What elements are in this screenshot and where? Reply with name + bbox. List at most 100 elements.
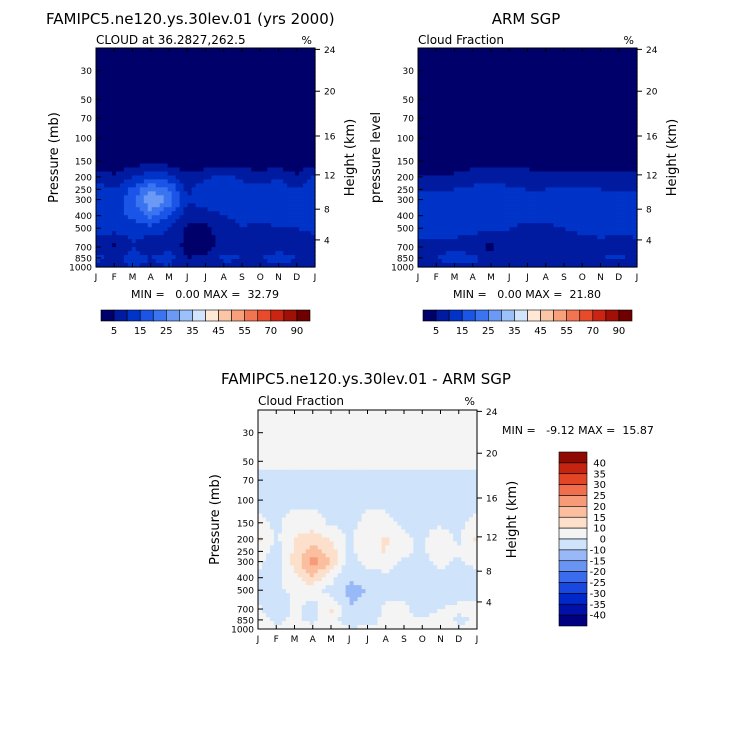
field-cell (163, 159, 169, 165)
field-cell (577, 159, 582, 165)
field-cell (99, 147, 105, 153)
field-cell (123, 211, 129, 216)
field-cell (227, 55, 232, 61)
field-cell (99, 83, 105, 89)
field-cell (207, 155, 213, 161)
field-cell (119, 191, 125, 196)
field-cell (529, 131, 535, 137)
field-cell (123, 159, 129, 165)
field-cell (111, 67, 117, 73)
field-cell (255, 115, 260, 121)
field-cell (243, 207, 248, 212)
field-cell (299, 227, 304, 232)
field-cell (553, 159, 558, 165)
field-cell (243, 91, 248, 97)
field-cell (171, 111, 177, 117)
field-cell (299, 247, 304, 252)
field-cell (247, 79, 252, 85)
field-cell (497, 139, 503, 145)
field-cell (195, 151, 201, 157)
field-cell (155, 83, 161, 89)
field-cell (171, 223, 177, 228)
field-cell (291, 167, 296, 173)
field-cell (585, 167, 590, 173)
field-cell (155, 223, 161, 228)
field-cell (175, 119, 181, 125)
field-cell (199, 55, 205, 61)
field-cell (119, 123, 125, 129)
field-cell (135, 87, 141, 93)
field-cell (271, 247, 276, 252)
field-cell (557, 175, 562, 180)
field-cell (565, 91, 570, 97)
field-cell (517, 135, 523, 141)
field-cell (625, 151, 630, 157)
field-cell (171, 87, 177, 93)
field-cell (99, 99, 105, 105)
field-cell (167, 51, 173, 57)
field-cell (291, 175, 296, 180)
field-cell (299, 259, 304, 264)
field-cell (139, 255, 145, 260)
field-cell (255, 95, 260, 101)
field-cell (633, 123, 638, 129)
field-cell (215, 135, 221, 141)
field-cell (561, 131, 566, 137)
field-cell (275, 67, 280, 73)
field-cell (143, 51, 149, 57)
field-cell (283, 63, 288, 69)
field-cell (267, 251, 272, 256)
field-cell (481, 171, 487, 177)
field-cell (243, 71, 248, 77)
field-cell (418, 175, 423, 180)
field-cell (557, 87, 562, 93)
field-cell (171, 79, 177, 85)
field-cell (457, 139, 463, 145)
field-cell (131, 155, 137, 161)
field-cell (96, 111, 101, 117)
field-cell (457, 171, 463, 177)
field-cell (147, 155, 153, 161)
field-cell (521, 179, 527, 184)
field-cell (493, 151, 499, 157)
field-cell (597, 155, 602, 161)
field-cell (295, 99, 300, 105)
field-cell (167, 55, 173, 61)
field-cell (433, 95, 439, 101)
field-cell (143, 191, 149, 196)
field-cell (219, 203, 225, 208)
field-cell (119, 195, 125, 200)
field-cell (437, 179, 443, 184)
field-cell (127, 115, 133, 121)
field-cell (247, 187, 252, 192)
field-cell (259, 87, 264, 93)
field-cell (203, 215, 209, 220)
field-cell (279, 111, 284, 117)
field-cell (489, 147, 495, 153)
field-cell (203, 179, 209, 184)
field-cell (203, 155, 209, 161)
field-cell (613, 127, 618, 133)
field-cell (215, 103, 221, 109)
field-cell (227, 71, 232, 77)
y-axis-label: Pressure (mb) (47, 112, 62, 203)
field-cell (183, 175, 189, 180)
field-cell (187, 239, 193, 244)
field-cell (231, 259, 236, 264)
field-cell (111, 63, 117, 69)
field-cell (167, 75, 173, 81)
field-cell (449, 51, 455, 57)
field-cell (429, 139, 435, 145)
field-cell (577, 75, 582, 81)
field-cell (437, 48, 443, 53)
field-cell (215, 71, 221, 77)
field-cell (263, 255, 268, 260)
field-cell (295, 151, 300, 157)
field-cell (263, 215, 268, 220)
field-cell (223, 123, 228, 129)
field-cell (111, 211, 117, 216)
field-cell (147, 231, 153, 236)
field-cell (151, 259, 157, 264)
field-cell (107, 179, 113, 184)
field-cell (295, 183, 300, 188)
